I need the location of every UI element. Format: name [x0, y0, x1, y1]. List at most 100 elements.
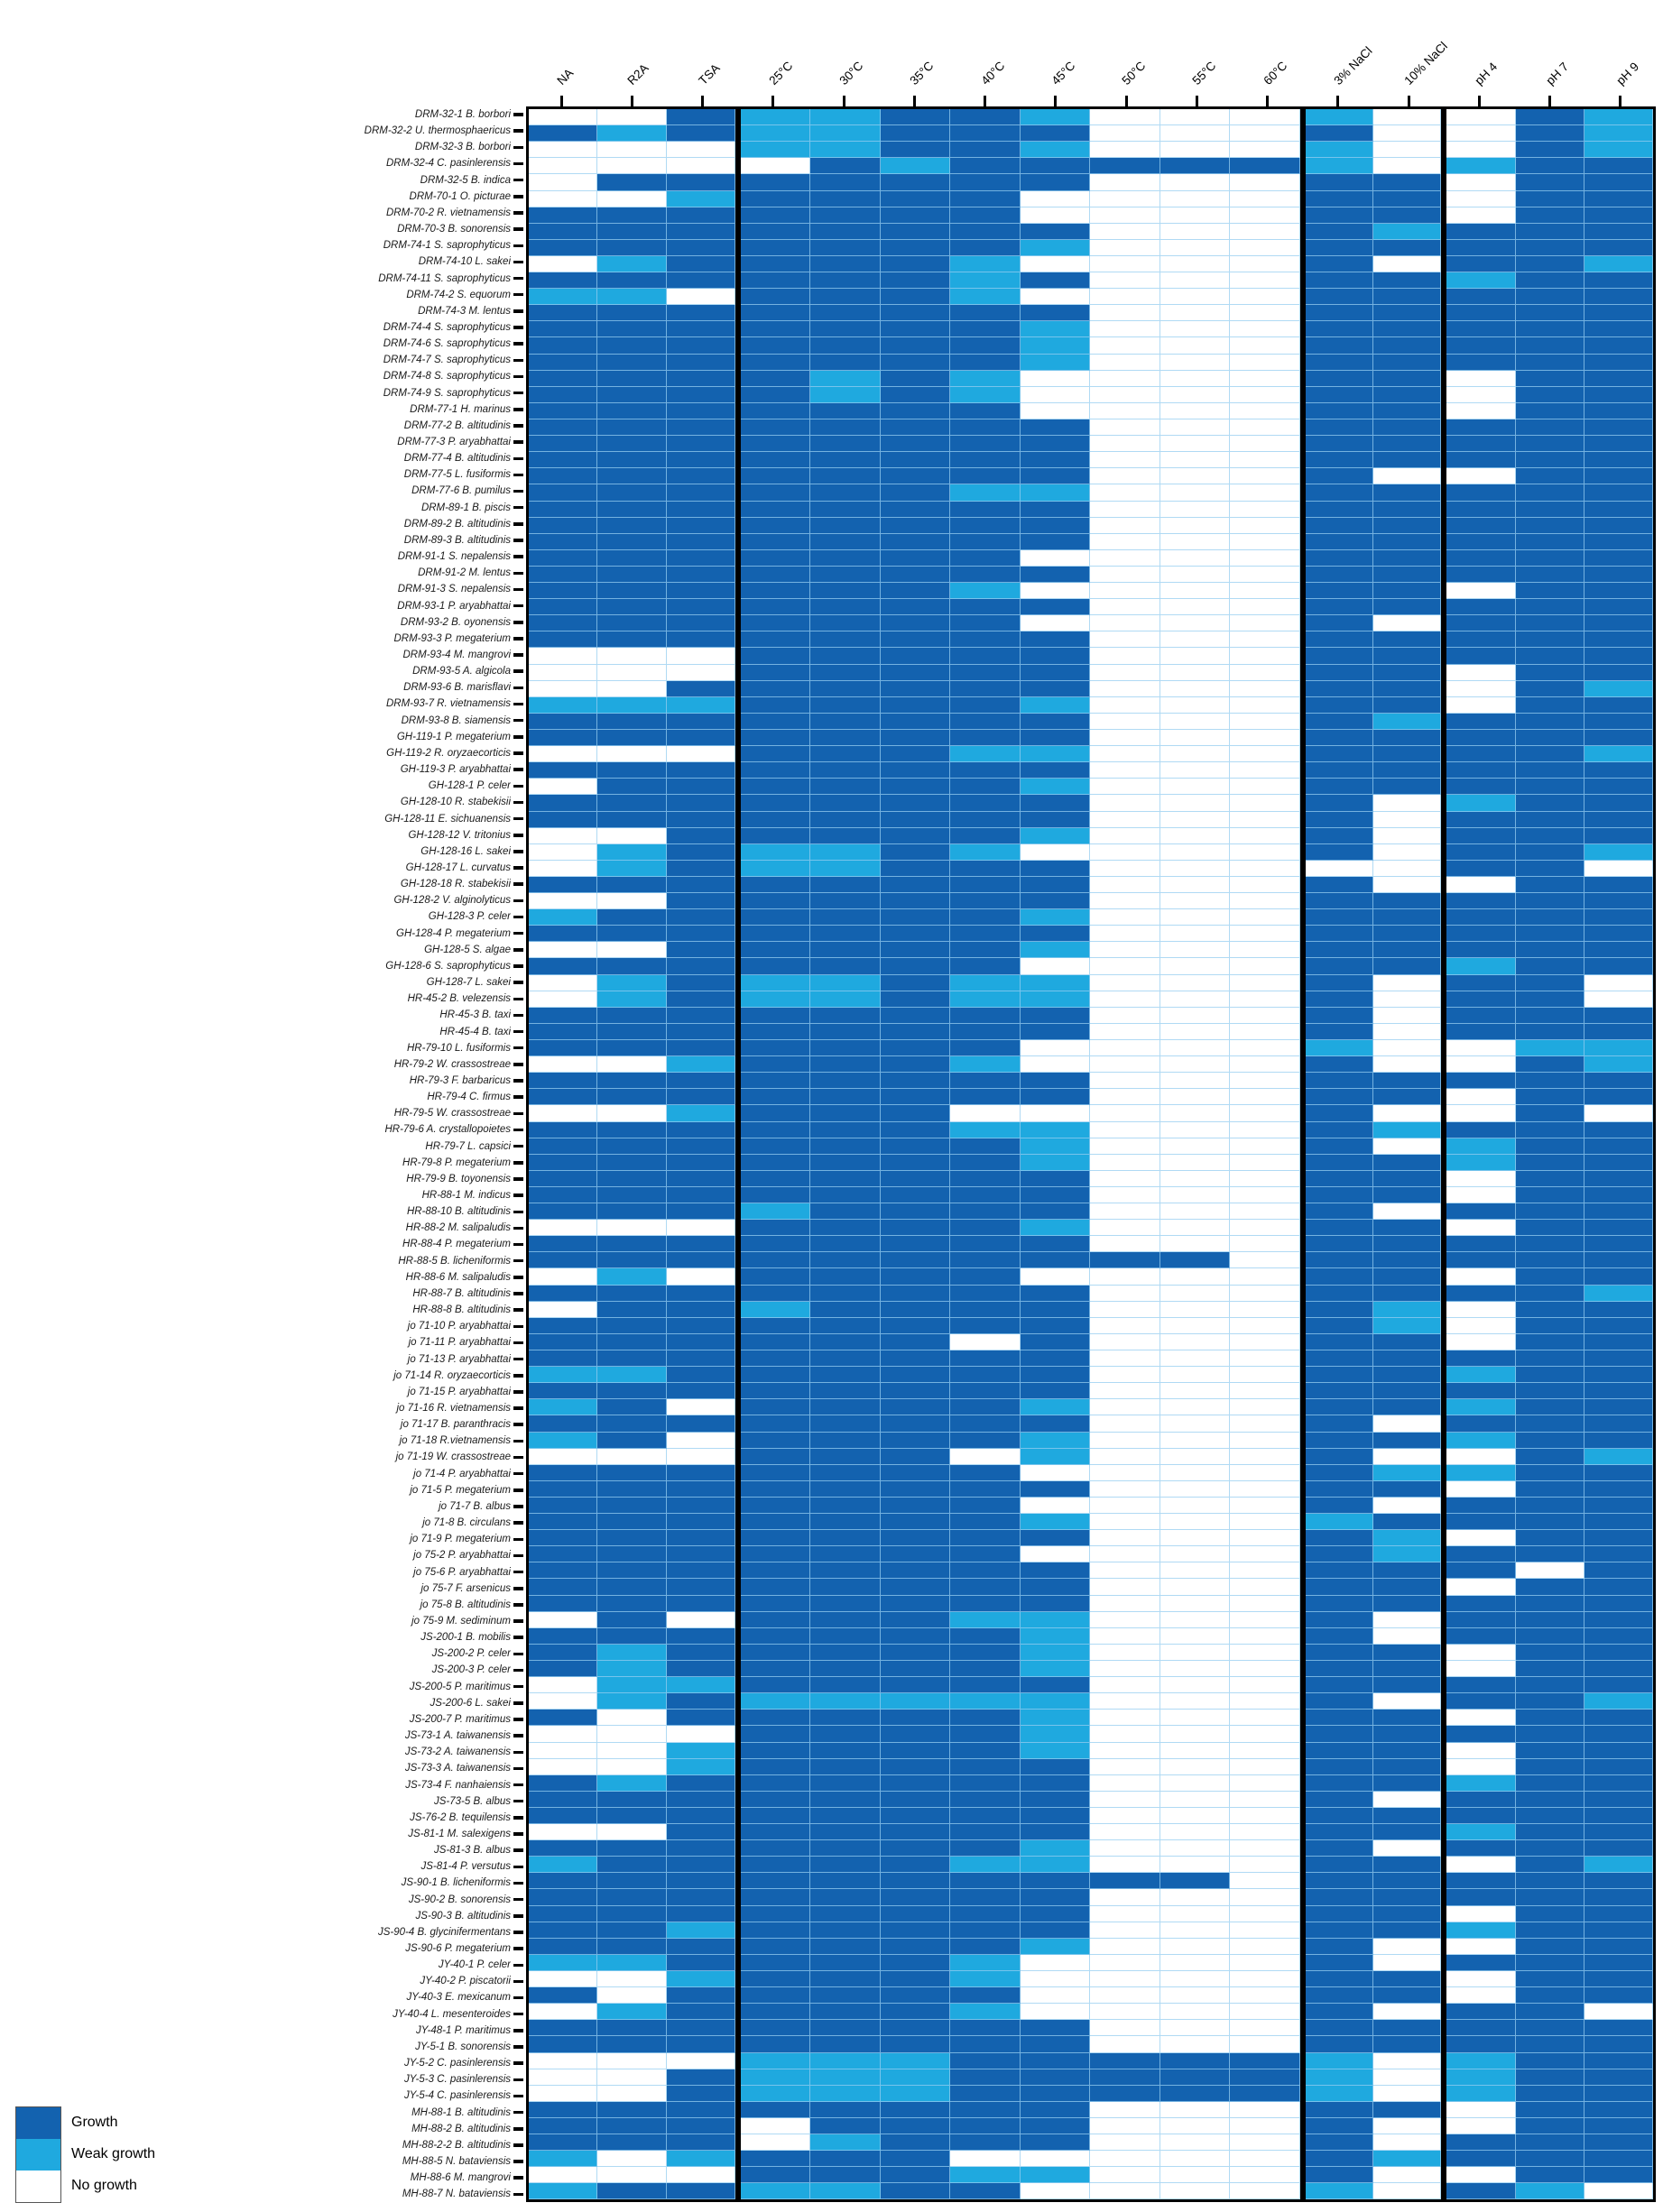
- cell: [1305, 1627, 1373, 1645]
- cell: [597, 2167, 667, 2184]
- row-label: DRM-93-6 B. marisflavi: [403, 682, 511, 694]
- cell: [666, 599, 735, 616]
- cell: [597, 272, 667, 290]
- cell: [1584, 1579, 1653, 1596]
- cell: [529, 1873, 598, 1890]
- cell: [1446, 680, 1516, 697]
- cell: [1159, 974, 1231, 991]
- column-tick: [701, 96, 705, 106]
- cell: [666, 1203, 735, 1221]
- cell: [1305, 370, 1373, 387]
- cell: [666, 1007, 735, 1024]
- cell: [597, 1464, 667, 1481]
- cell: [1090, 1595, 1160, 1612]
- cell: [740, 974, 811, 991]
- cell: [1020, 1039, 1091, 1057]
- cell: [1159, 1954, 1231, 1971]
- cell: [1159, 2052, 1231, 2069]
- row-label: DRM-74-10 L. sakei: [418, 256, 511, 268]
- cell: [1446, 1252, 1516, 1269]
- cell: [1515, 1236, 1584, 1253]
- cell: [740, 533, 811, 550]
- cell: [597, 795, 667, 812]
- cell: [529, 680, 598, 697]
- cell: [1020, 1644, 1091, 1661]
- row-label: MH-88-7 N. bataviensis: [402, 2189, 511, 2200]
- cell: [597, 991, 667, 1008]
- cell: [597, 1236, 667, 1253]
- cell: [1020, 1857, 1091, 1874]
- cell: [1584, 1415, 1653, 1433]
- cell: [1159, 1089, 1231, 1106]
- cell: [1584, 1987, 1653, 2005]
- cell: [1584, 142, 1653, 159]
- cell: [1515, 1807, 1584, 1825]
- cell: [880, 1824, 951, 1841]
- row-label: DRM-70-2 R. vietnamensis: [385, 207, 511, 218]
- row-tick: [513, 2012, 523, 2016]
- cell: [880, 811, 951, 828]
- row-label: DRM-77-3 P. aryabhattai: [397, 437, 511, 448]
- cell: [740, 876, 811, 894]
- cell: [1446, 1857, 1516, 1874]
- row-tick: [513, 718, 523, 723]
- cell: [810, 779, 881, 796]
- row-label: HR-88-7 B. altitudinis: [412, 1287, 511, 1299]
- cell: [1230, 207, 1300, 224]
- cell: [1305, 1873, 1373, 1890]
- column-tick: [1619, 96, 1622, 106]
- cell: [950, 1039, 1021, 1057]
- cell: [1446, 370, 1516, 387]
- cell: [597, 1595, 667, 1612]
- cell: [1020, 843, 1091, 861]
- row-label: DRM-32-1 B. borbori: [414, 109, 511, 120]
- row-tick: [513, 1276, 523, 1279]
- cell: [880, 1023, 951, 1040]
- cell: [1305, 1089, 1373, 1106]
- cell: [1446, 860, 1516, 877]
- cell: [810, 1530, 881, 1547]
- cell: [1020, 795, 1091, 812]
- cell: [1584, 1726, 1653, 1743]
- cell: [1159, 696, 1231, 714]
- cell: [1373, 289, 1442, 306]
- cell: [1305, 1448, 1373, 1465]
- cell: [950, 2036, 1021, 2053]
- cell: [1446, 2020, 1516, 2037]
- cell: [597, 843, 667, 861]
- cell: [597, 1742, 667, 1759]
- cell: [1515, 1138, 1584, 1155]
- cell: [1305, 795, 1373, 812]
- column-label: TSA: [696, 60, 723, 88]
- row-tick: [513, 1995, 523, 2000]
- cell: [1373, 746, 1442, 763]
- cell: [950, 583, 1021, 600]
- cell: [666, 1220, 735, 1237]
- cell: [1090, 207, 1160, 224]
- cell: [810, 354, 881, 371]
- cell: [950, 1252, 1021, 1269]
- cell: [1090, 190, 1160, 207]
- cell: [1159, 779, 1231, 796]
- cell: [597, 1938, 667, 1955]
- cell: [740, 321, 811, 338]
- legend-label-weak-growth: Weak growth: [71, 2146, 156, 2161]
- row-tick: [513, 1226, 523, 1230]
- cell: [1230, 2085, 1300, 2102]
- cell: [1305, 1922, 1373, 1939]
- cell: [529, 452, 598, 469]
- row-label: HR-45-2 B. velezensis: [407, 993, 511, 1005]
- cell: [1373, 1497, 1442, 1515]
- cell: [1584, 648, 1653, 665]
- cell: [1373, 827, 1442, 844]
- cell: [1159, 1579, 1231, 1596]
- row-label: jo 75-7 F. arsenicus: [420, 1582, 511, 1594]
- column-label: pH 9: [1613, 60, 1642, 88]
- cell: [1020, 1774, 1091, 1792]
- cell: [950, 1922, 1021, 1939]
- cell: [810, 1383, 881, 1400]
- cell: [1020, 174, 1091, 191]
- cell: [810, 811, 881, 828]
- cell: [1090, 893, 1160, 910]
- cell: [1305, 142, 1373, 159]
